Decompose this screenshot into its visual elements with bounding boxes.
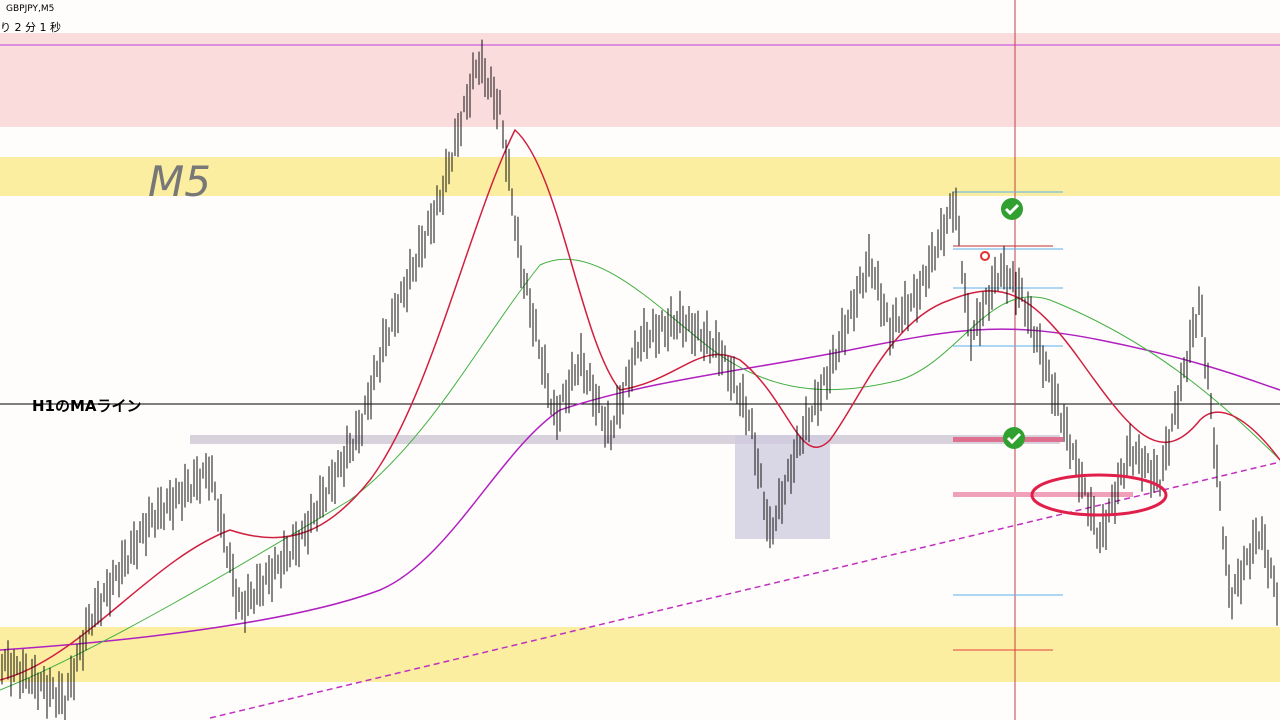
ma-dashed <box>209 461 1280 719</box>
check-icon <box>1003 427 1025 449</box>
zone-lower <box>0 627 1280 682</box>
candles <box>1 39 1278 720</box>
zone-upper <box>0 157 1280 196</box>
ma-red <box>0 128 1280 681</box>
marker <box>980 251 990 261</box>
highlight-ellipse <box>1030 473 1168 517</box>
timer-label: り 2 分 1 秒 <box>0 20 61 34</box>
symbol-label: GBPJPY,M5 <box>6 4 54 14</box>
check-icon <box>1001 198 1023 220</box>
ma-label: H1のMAライン <box>32 397 142 415</box>
ma-magenta <box>0 328 1280 651</box>
fib-lines <box>953 191 1063 596</box>
resistance-zone <box>0 33 1280 127</box>
timeframe-label: M5 <box>148 157 211 206</box>
pink-bar <box>953 492 1133 497</box>
grey-level <box>190 435 1060 444</box>
